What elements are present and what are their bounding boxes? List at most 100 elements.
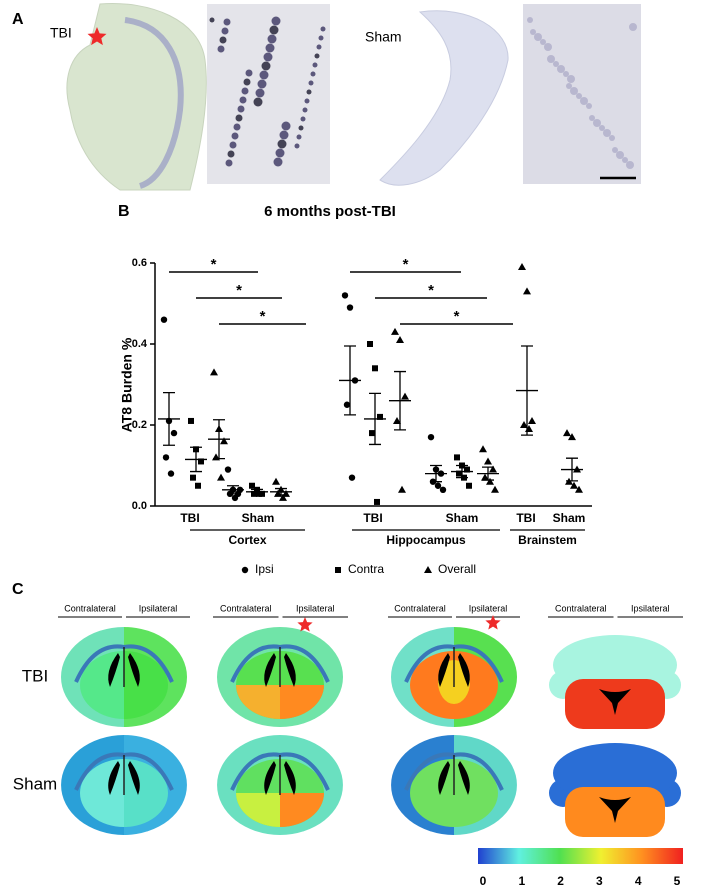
sham-section xyxy=(379,10,509,186)
point xyxy=(374,498,380,505)
point xyxy=(464,466,470,473)
cell xyxy=(263,52,273,62)
legend-marker xyxy=(335,567,341,573)
header-label: Ipsilateral xyxy=(139,603,178,613)
cell xyxy=(586,103,592,109)
legend-marker xyxy=(424,566,432,573)
y-tick-label: 0.2 xyxy=(132,419,147,431)
point xyxy=(391,327,399,335)
ventricle xyxy=(128,761,140,795)
error-bar xyxy=(344,345,356,416)
cell xyxy=(580,97,588,105)
point xyxy=(479,445,487,453)
brain-region xyxy=(280,793,324,827)
colorbar-tick-label: 5 xyxy=(674,874,681,888)
sham-label: Sham xyxy=(365,29,402,45)
significance-label: * xyxy=(403,256,409,273)
cell xyxy=(566,83,572,89)
cell xyxy=(302,107,308,113)
point xyxy=(393,416,401,424)
point xyxy=(231,494,239,502)
error-bar xyxy=(430,464,442,483)
chart-title: 6 months post-TBI xyxy=(264,203,396,220)
cell-dots xyxy=(209,16,326,167)
cell xyxy=(612,147,618,153)
point xyxy=(434,482,442,489)
ventricle xyxy=(438,653,450,687)
cell xyxy=(269,25,279,35)
region-label: Hippocampus xyxy=(386,533,466,547)
point xyxy=(367,341,373,347)
cell xyxy=(257,79,267,89)
cell xyxy=(540,39,546,45)
panel-label: A xyxy=(12,11,24,28)
cell xyxy=(609,135,615,141)
point xyxy=(396,335,404,343)
point xyxy=(346,304,354,311)
cell xyxy=(603,129,611,137)
point xyxy=(167,470,175,477)
error-bar xyxy=(163,391,175,446)
cell xyxy=(318,35,324,41)
point xyxy=(343,401,351,408)
ventricle xyxy=(264,653,276,687)
y-axis-label: AT8 Burden % xyxy=(119,337,135,432)
error-bar xyxy=(190,446,202,473)
cell xyxy=(231,132,239,140)
cell xyxy=(557,65,565,73)
tbi-label: TBI xyxy=(50,25,72,41)
point xyxy=(217,473,225,481)
row-label: TBI xyxy=(22,666,48,685)
point xyxy=(484,457,492,465)
colorbar-tick-label: 1 xyxy=(518,874,525,888)
tbi-section xyxy=(66,3,207,191)
point xyxy=(198,458,204,465)
cell xyxy=(593,119,601,127)
condition-label: Sham xyxy=(242,511,275,525)
cell xyxy=(547,55,555,63)
cell xyxy=(298,125,304,131)
header-label: Contralateral xyxy=(394,603,446,613)
ventricle xyxy=(284,653,296,687)
cell xyxy=(544,43,552,51)
cell xyxy=(626,161,634,169)
cell xyxy=(223,18,231,26)
cell xyxy=(277,139,287,149)
ventricle xyxy=(599,797,631,823)
cell xyxy=(310,71,316,77)
cell xyxy=(267,34,277,44)
panel-label: B xyxy=(118,203,130,220)
header-label: Ipsilateral xyxy=(469,603,508,613)
panel-label: C xyxy=(12,581,24,598)
ventricle xyxy=(599,689,631,715)
cell xyxy=(530,29,536,35)
cell xyxy=(589,115,595,121)
cell xyxy=(273,157,283,167)
error-bar xyxy=(456,464,468,479)
cell xyxy=(599,125,605,131)
error-bar xyxy=(369,392,381,446)
point xyxy=(188,417,194,424)
cell xyxy=(306,89,312,95)
point xyxy=(575,485,583,493)
cell xyxy=(245,69,253,77)
colorbar-tick-label: 4 xyxy=(635,874,642,888)
point xyxy=(220,437,228,445)
cell xyxy=(281,121,291,131)
cell-dots xyxy=(527,17,637,169)
colorbar-tick-label: 3 xyxy=(596,874,603,888)
cell xyxy=(233,123,241,131)
condition-label: TBI xyxy=(516,511,535,525)
point xyxy=(195,482,201,489)
y-tick-label: 0.4 xyxy=(132,338,148,350)
cell xyxy=(553,61,559,67)
cell xyxy=(255,88,265,98)
significance-label: * xyxy=(236,282,242,299)
point xyxy=(518,263,526,271)
significance-label: * xyxy=(428,282,434,299)
cell xyxy=(209,17,215,23)
error-bar xyxy=(251,488,263,495)
cell xyxy=(265,43,275,53)
